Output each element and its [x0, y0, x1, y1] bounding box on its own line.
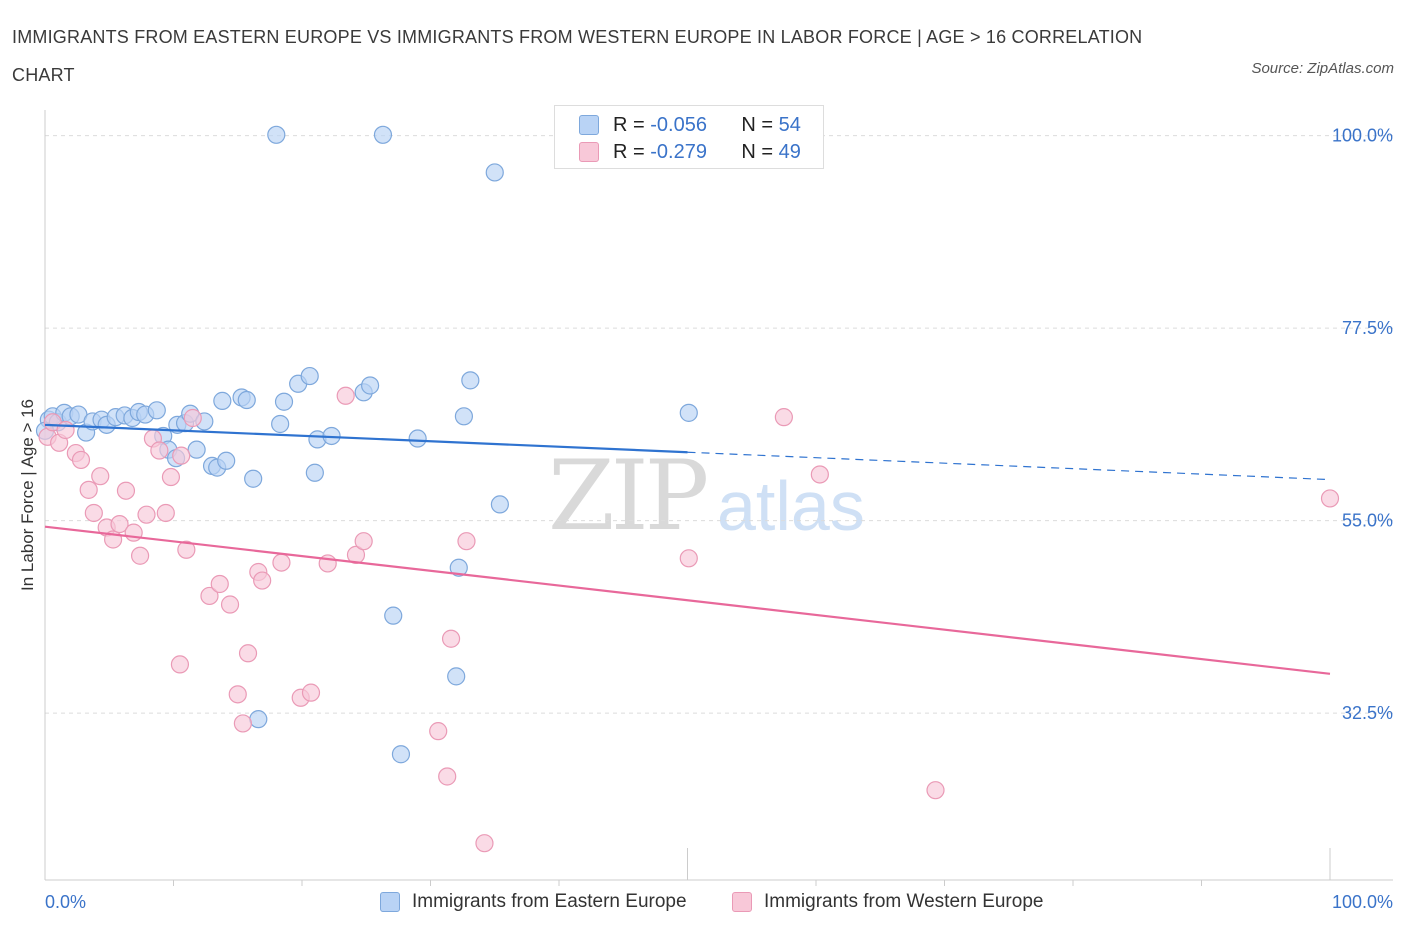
x-tick-label: 100.0%	[1332, 892, 1393, 912]
eastern-r-label: R =	[613, 113, 645, 136]
eastern-point	[447, 667, 466, 686]
eastern-trendline-extension	[687, 451, 1331, 481]
western-point	[336, 386, 355, 405]
western-point	[679, 549, 698, 568]
western-point	[457, 532, 476, 551]
western-r-label: R =	[613, 140, 645, 163]
legend-row-western: R = -0.279 N = 49	[579, 139, 801, 165]
eastern-point	[249, 710, 268, 729]
western-point	[210, 574, 229, 594]
eastern-point	[274, 392, 294, 411]
western-point	[177, 540, 196, 559]
legend-row-eastern: R = -0.056 N = 54	[579, 112, 801, 138]
eastern-point	[461, 371, 480, 390]
eastern-swatch	[579, 115, 599, 135]
western-point	[438, 767, 457, 786]
watermark-zip: ZIP	[548, 440, 709, 552]
western-n-label: N =	[741, 140, 774, 163]
bottom-eastern-label: Immigrants from Eastern Europe	[412, 891, 687, 912]
western-point	[79, 480, 98, 499]
western-point	[84, 503, 103, 523]
western-point	[56, 420, 75, 440]
eastern-point	[217, 451, 236, 470]
bottom-western-label: Immigrants from Western Europe	[764, 891, 1044, 912]
western-point	[774, 408, 793, 427]
western-point	[346, 545, 366, 564]
eastern-point	[391, 745, 411, 764]
eastern-point	[454, 407, 474, 426]
western-point	[172, 446, 191, 465]
stats-legend: R = -0.056 N = 54 R = -0.279 N = 49	[554, 105, 824, 169]
eastern-point	[267, 125, 286, 144]
western-point	[220, 595, 240, 614]
eastern-trendline	[44, 423, 688, 454]
eastern-point	[237, 390, 256, 410]
western-point	[130, 546, 150, 565]
eastern-point	[408, 429, 427, 448]
western-point	[441, 629, 461, 648]
source-label: Source: ZipAtlas.com	[1251, 60, 1394, 77]
chart-title: IMMIGRANTS FROM EASTERN EUROPE VS IMMIGR…	[12, 27, 1143, 85]
western-point	[429, 722, 448, 741]
western-point	[116, 481, 136, 500]
eastern-point	[679, 403, 698, 422]
y-tick-label: 77.5%	[1342, 318, 1393, 338]
eastern-point	[485, 163, 504, 182]
western-r-value: -0.279	[650, 140, 707, 163]
western-point	[156, 503, 175, 523]
western-point	[228, 685, 247, 704]
y-tick-label: 55.0%	[1342, 511, 1393, 531]
western-point	[183, 408, 202, 428]
western-point	[170, 655, 190, 674]
western-swatch	[579, 142, 599, 162]
y-tick-label: 32.5%	[1342, 703, 1393, 723]
western-point	[475, 834, 494, 853]
eastern-point	[490, 495, 509, 514]
eastern-r-value: -0.056	[650, 113, 707, 136]
western-point	[810, 465, 829, 484]
western-point	[1320, 489, 1340, 508]
watermark-atlas: atlas	[717, 467, 865, 545]
western-point	[272, 553, 291, 572]
western-point	[137, 505, 156, 524]
western-point	[110, 514, 129, 534]
eastern-point	[271, 414, 290, 434]
eastern-point	[213, 391, 232, 410]
eastern-point	[244, 469, 263, 488]
western-point	[301, 683, 321, 702]
western-point	[238, 644, 258, 663]
eastern-point	[384, 606, 403, 625]
western-point	[233, 714, 252, 733]
eastern-point	[147, 401, 166, 420]
bottom-legend-western: Immigrants from Western Europe	[732, 888, 1043, 916]
western-n-value: 49	[778, 140, 801, 163]
eastern-point	[305, 463, 324, 482]
western-point	[926, 781, 945, 800]
bottom-eastern-swatch	[380, 892, 400, 912]
eastern-point	[300, 366, 319, 386]
bottom-legend-eastern: Immigrants from Eastern Europe	[380, 888, 687, 916]
western-point	[91, 467, 110, 486]
eastern-n-label: N =	[741, 113, 774, 136]
x-tick-label: 0.0%	[45, 892, 86, 912]
western-point	[253, 571, 272, 590]
western-point	[161, 467, 181, 487]
western-trendline	[44, 525, 1331, 675]
eastern-n-value: 54	[778, 113, 801, 136]
eastern-point	[449, 558, 468, 577]
western-point	[200, 586, 219, 606]
western-point	[354, 532, 373, 551]
eastern-point	[373, 125, 393, 144]
y-tick-label: 100.0%	[1332, 126, 1393, 146]
eastern-point	[361, 376, 380, 395]
western-point	[150, 441, 169, 460]
bottom-western-swatch	[732, 892, 752, 912]
western-point	[71, 450, 91, 470]
eastern-point	[187, 440, 206, 459]
